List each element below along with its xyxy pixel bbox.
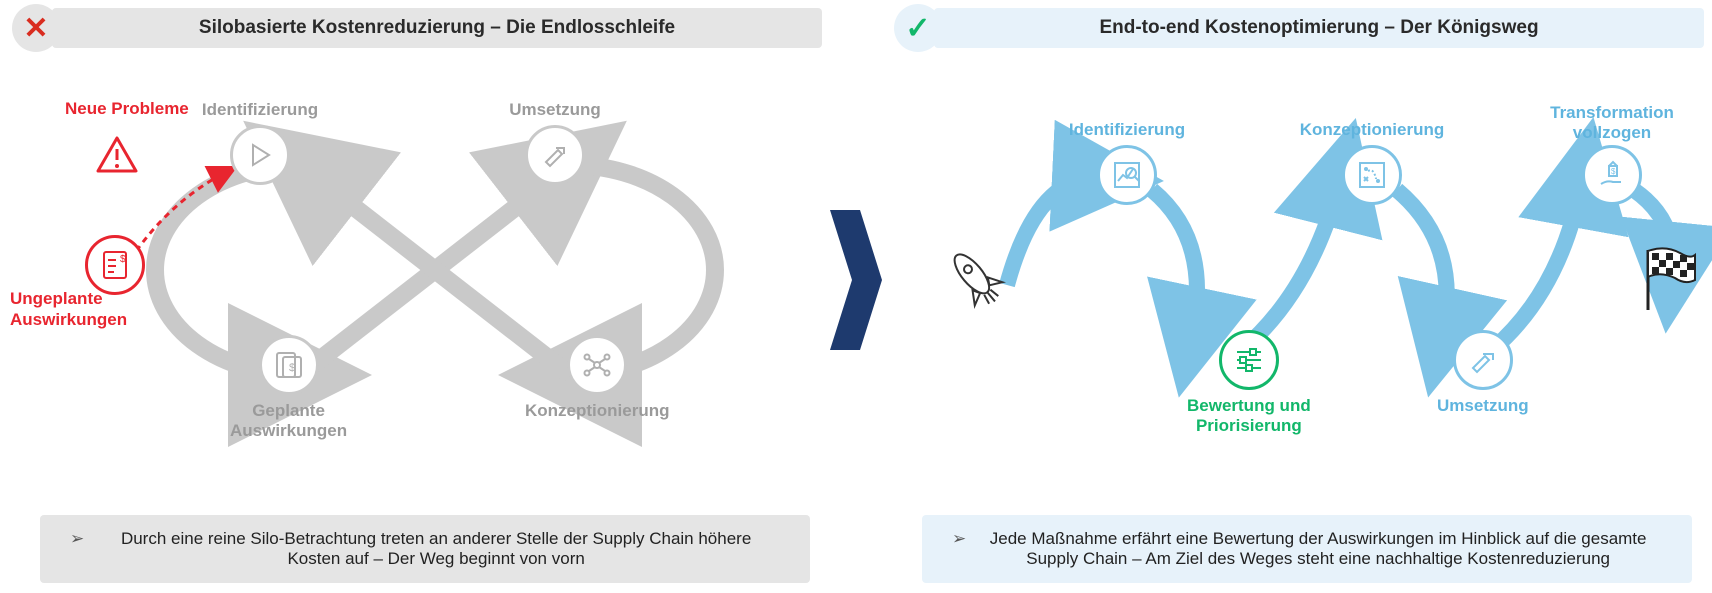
- center-arrow-icon: [830, 210, 882, 350]
- hammer-icon: [1467, 344, 1499, 376]
- node-transformation: Transformation vollzogen $: [1582, 145, 1642, 205]
- warning-icon: [95, 135, 139, 175]
- bottom-text-right: Jede Maßnahme erfährt eine Bewertung der…: [974, 529, 1662, 569]
- magnify-chart-icon: [1111, 159, 1143, 191]
- chevron-right-icon: ➢: [70, 529, 84, 549]
- node-konzeptionierung-left: Konzeptionierung: [525, 335, 669, 421]
- diagram-right: Identifizierung: [882, 60, 1712, 493]
- node-konzeptionierung-right: Konzeptionierung: [1342, 145, 1402, 205]
- bottom-left: ➢ Durch eine reine Silo-Betrachtung tret…: [40, 515, 810, 583]
- chevron-right-icon: ➢: [952, 529, 966, 549]
- play-icon: [247, 142, 273, 168]
- flag-icon: [1640, 245, 1700, 315]
- node-identifizierung-left: Identifizierung: [230, 125, 290, 185]
- bottom-text-left: Durch eine reine Silo-Betrachtung treten…: [92, 529, 780, 569]
- node-geplante: $ Geplante Auswirkungen: [230, 335, 347, 442]
- node-ungeplante: $: [85, 235, 145, 295]
- header-right: ✓ End-to-end Kostenoptimierung – Der Kön…: [934, 8, 1704, 48]
- rocket-icon: [937, 240, 1017, 320]
- node-umsetzung-left: Umsetzung: [525, 125, 585, 185]
- node-identifizierung-right: Identifizierung: [1097, 145, 1157, 205]
- panel-silo: ✕ Silobasierte Kostenreduzierung – Die E…: [0, 0, 830, 593]
- bottom-right: ➢ Jede Maßnahme erfährt eine Bewertung d…: [922, 515, 1692, 583]
- cross-icon: ✕: [12, 4, 60, 52]
- header-title-left: Silobasierte Kostenreduzierung – Die End…: [199, 17, 675, 39]
- svg-text:$: $: [289, 362, 295, 374]
- label-neue-probleme: Neue Probleme: [65, 98, 189, 119]
- panel-e2e: ✓ End-to-end Kostenoptimierung – Der Kön…: [882, 0, 1712, 593]
- svg-text:$: $: [120, 254, 126, 265]
- savings-hand-icon: $: [1595, 158, 1629, 192]
- header-left: ✕ Silobasierte Kostenreduzierung – Die E…: [52, 8, 822, 48]
- check-icon: ✓: [894, 4, 942, 52]
- node-bewertung: Bewertung und Priorisierung: [1187, 330, 1311, 437]
- sliders-icon: [1232, 343, 1266, 377]
- diagram-left: Neue Probleme Ungeplante Auswirkungen $ …: [0, 60, 830, 493]
- node-umsetzung-right: Umsetzung: [1437, 330, 1529, 416]
- network-icon: [581, 349, 613, 381]
- document-dollar-icon: $: [273, 349, 305, 381]
- header-title-right: End-to-end Kostenoptimierung – Der König…: [1099, 17, 1538, 39]
- strategy-icon: [1356, 159, 1388, 191]
- svg-text:$: $: [1611, 167, 1616, 176]
- document-alert-icon: $: [98, 248, 132, 282]
- hammer-icon: [540, 140, 570, 170]
